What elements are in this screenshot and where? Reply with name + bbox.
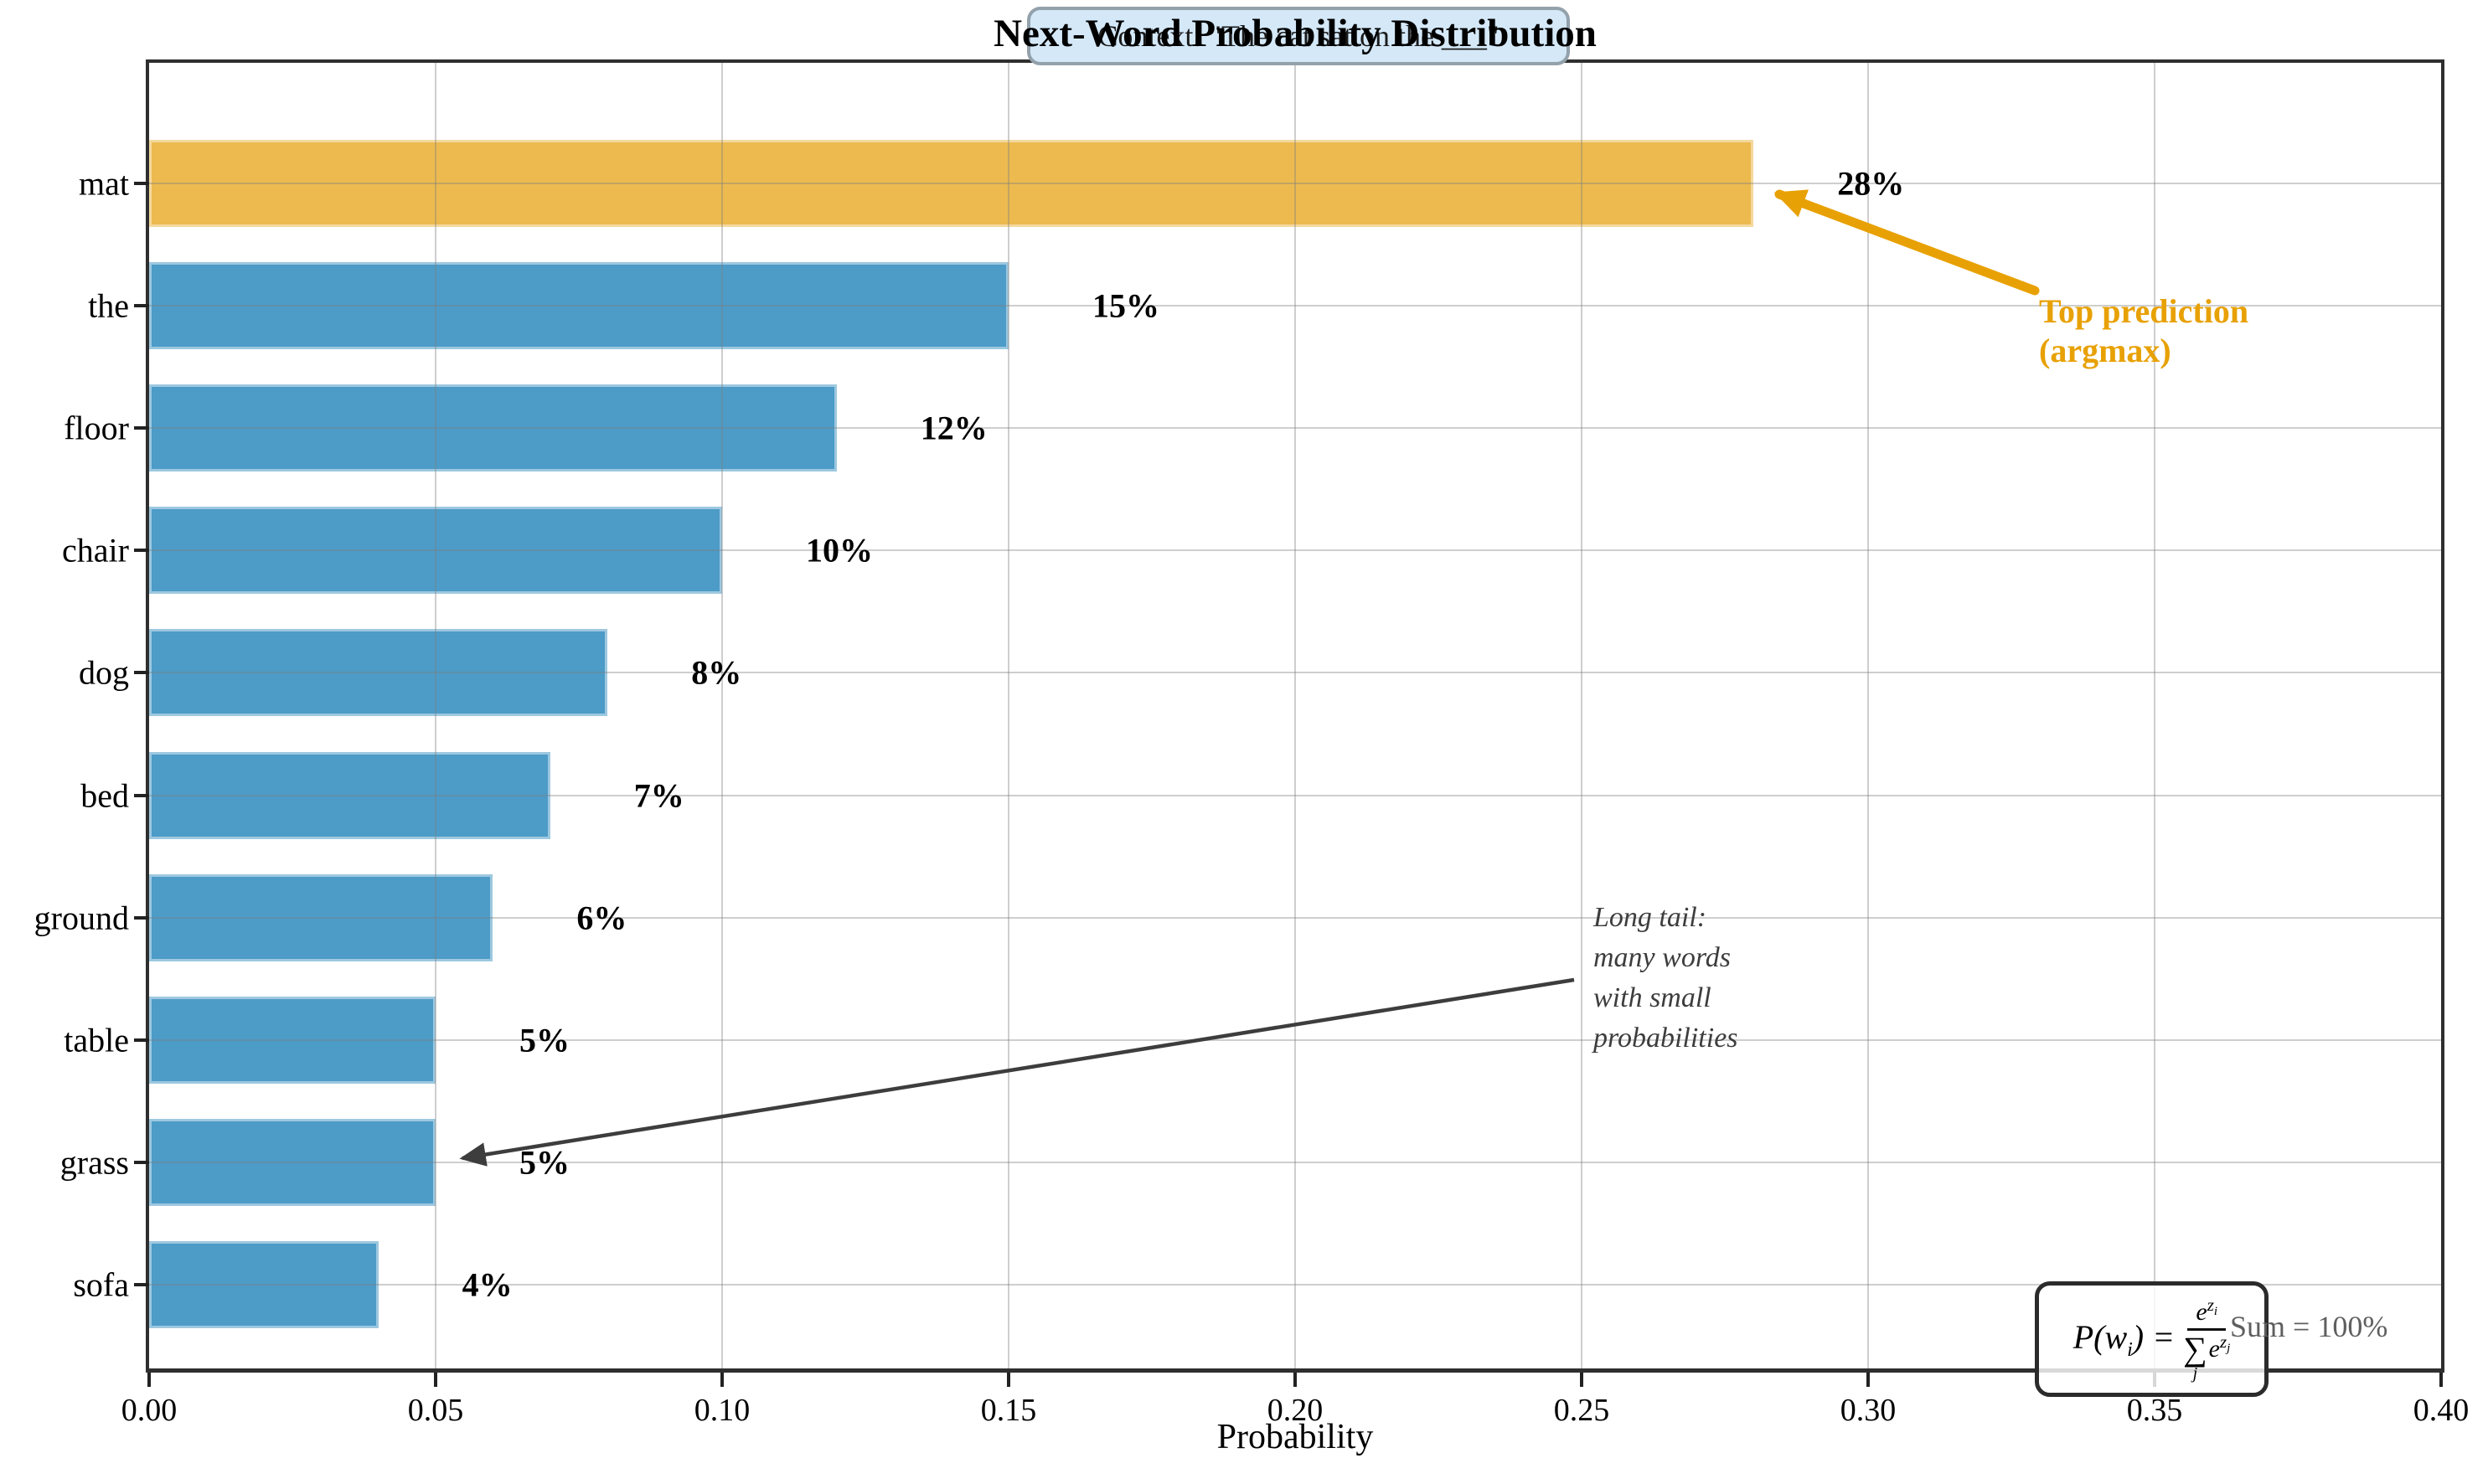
annotation-long-tail-line: with small [1593, 982, 1711, 1013]
bar-value-label: 28% [1837, 164, 1905, 203]
x-tick-label-0.10: 0.10 [694, 1393, 751, 1428]
y-tick-label-ground: ground [34, 899, 129, 937]
y-tick-mark [134, 793, 149, 797]
annotation-long-tail: Long tail: many words with small probabi… [1593, 898, 1738, 1059]
bar-value-label: 8% [691, 653, 742, 692]
x-tick-label-0.35: 0.35 [2126, 1393, 2183, 1428]
gridline-horizontal [149, 1161, 2441, 1163]
x-tick-label-0.40: 0.40 [2413, 1393, 2470, 1428]
bar-value-label: 12% [920, 409, 988, 447]
y-tick-mark [134, 426, 149, 430]
y-tick-label-floor: floor [64, 409, 129, 447]
annotation-long-tail-line: Long tail: [1593, 902, 1707, 933]
y-tick-mark [134, 1282, 149, 1286]
y-tick-mark [134, 549, 149, 553]
bar-the [149, 262, 1009, 350]
gridline-horizontal [149, 183, 2441, 184]
bar-floor [149, 384, 837, 472]
bar-value-label: 4% [462, 1265, 513, 1304]
gridline-vertical [1294, 63, 1296, 1368]
gridline-horizontal [149, 916, 2441, 919]
gridline-vertical [721, 63, 723, 1368]
bar-grass [149, 1118, 436, 1206]
x-tick-mark [2439, 1373, 2443, 1387]
plot-area: 28% 15% 12% 10% 8% 7% 6% 5% 5% 4% [146, 59, 2444, 1373]
gridline-horizontal [149, 794, 2441, 796]
softmax-formula-box: P(wi) = ezi ∑ j ezj [2035, 1281, 2269, 1397]
chart-title: Next-Word Probability Distribution [994, 12, 1597, 55]
bar-mat [149, 140, 1754, 227]
x-tick-label-0.00: 0.00 [121, 1393, 178, 1428]
gridline-horizontal [149, 549, 2441, 552]
x-tick-mark [434, 1373, 437, 1387]
x-tick-mark [1866, 1373, 1870, 1387]
gridline-vertical [1867, 63, 1869, 1368]
y-tick-label-bed: bed [80, 776, 129, 814]
x-tick-label-0.30: 0.30 [1840, 1393, 1897, 1428]
gridline-vertical [2154, 63, 2155, 1368]
y-tick-label-table: table [64, 1021, 129, 1059]
context-label: Context: "The cat sat on the ___" [1097, 19, 1500, 53]
bar-value-label: 7% [633, 776, 684, 814]
bar-value-label: 15% [1092, 286, 1159, 325]
bar-bed [149, 751, 550, 839]
context-box: Context: "The cat sat on the ___" [1027, 7, 1570, 65]
x-tick-mark [720, 1373, 724, 1387]
gridline-vertical [1008, 63, 1009, 1368]
x-tick-label-0.20: 0.20 [1267, 1393, 1324, 1428]
formula-fraction: ezi ∑ j ezj [2183, 1296, 2231, 1383]
annotation-top-prediction-line1: Top prediction [2039, 292, 2249, 330]
gridline-horizontal [149, 305, 2441, 307]
x-tick-mark [1007, 1373, 1010, 1387]
y-tick-label-grass: grass [59, 1143, 129, 1182]
annotation-top-prediction: Top prediction (argmax) [2039, 291, 2248, 370]
formula-denominator: ∑ j ezj [2183, 1330, 2231, 1383]
x-tick-mark [1580, 1373, 1583, 1387]
x-tick-mark [1293, 1373, 1297, 1387]
bar-ground [149, 873, 493, 961]
x-tick-label-0.15: 0.15 [980, 1393, 1037, 1428]
y-tick-mark [134, 1038, 149, 1042]
y-tick-mark [134, 304, 149, 308]
bar-value-label: 6% [576, 899, 627, 937]
y-tick-mark [134, 1160, 149, 1164]
x-tick-label-0.25: 0.25 [1553, 1393, 1610, 1428]
gridline-horizontal [149, 427, 2441, 430]
annotation-top-prediction-line2: (argmax) [2039, 332, 2171, 369]
bar-table [149, 996, 436, 1084]
gridline-vertical [1581, 63, 1582, 1368]
y-tick-mark [134, 182, 149, 185]
bar-value-label: 5% [519, 1143, 570, 1182]
x-axis-label: Probability [1216, 1418, 1374, 1456]
y-tick-label-mat: mat [79, 164, 129, 203]
annotation-long-tail-line: probabilities [1593, 1023, 1738, 1054]
gridline-horizontal [149, 1038, 2441, 1041]
x-tick-mark [147, 1373, 151, 1387]
bar-value-label: 5% [519, 1021, 570, 1059]
gridline-horizontal [149, 672, 2441, 674]
y-tick-mark [134, 671, 149, 675]
y-tick-mark [134, 915, 149, 920]
y-tick-label-dog: dog [79, 653, 129, 692]
formula-lhs: P(wi) = [2072, 1317, 2176, 1361]
sum-symbol: ∑ j [2183, 1330, 2207, 1383]
sum-note: Sum = 100% [2230, 1310, 2388, 1343]
y-tick-label-sofa: sofa [73, 1265, 129, 1304]
formula-numerator: ezi [2187, 1296, 2227, 1331]
y-tick-label-the: the [88, 286, 129, 325]
bar-dog [149, 629, 608, 717]
gridline-horizontal [149, 1283, 2441, 1286]
y-tick-label-chair: chair [62, 531, 129, 569]
bar-chair [149, 507, 722, 595]
bar-value-label: 10% [806, 531, 873, 569]
bar-sofa [149, 1240, 379, 1328]
x-tick-label-0.05: 0.05 [407, 1393, 464, 1428]
gridline-vertical [435, 63, 436, 1368]
annotation-long-tail-line: many words [1593, 942, 1732, 973]
